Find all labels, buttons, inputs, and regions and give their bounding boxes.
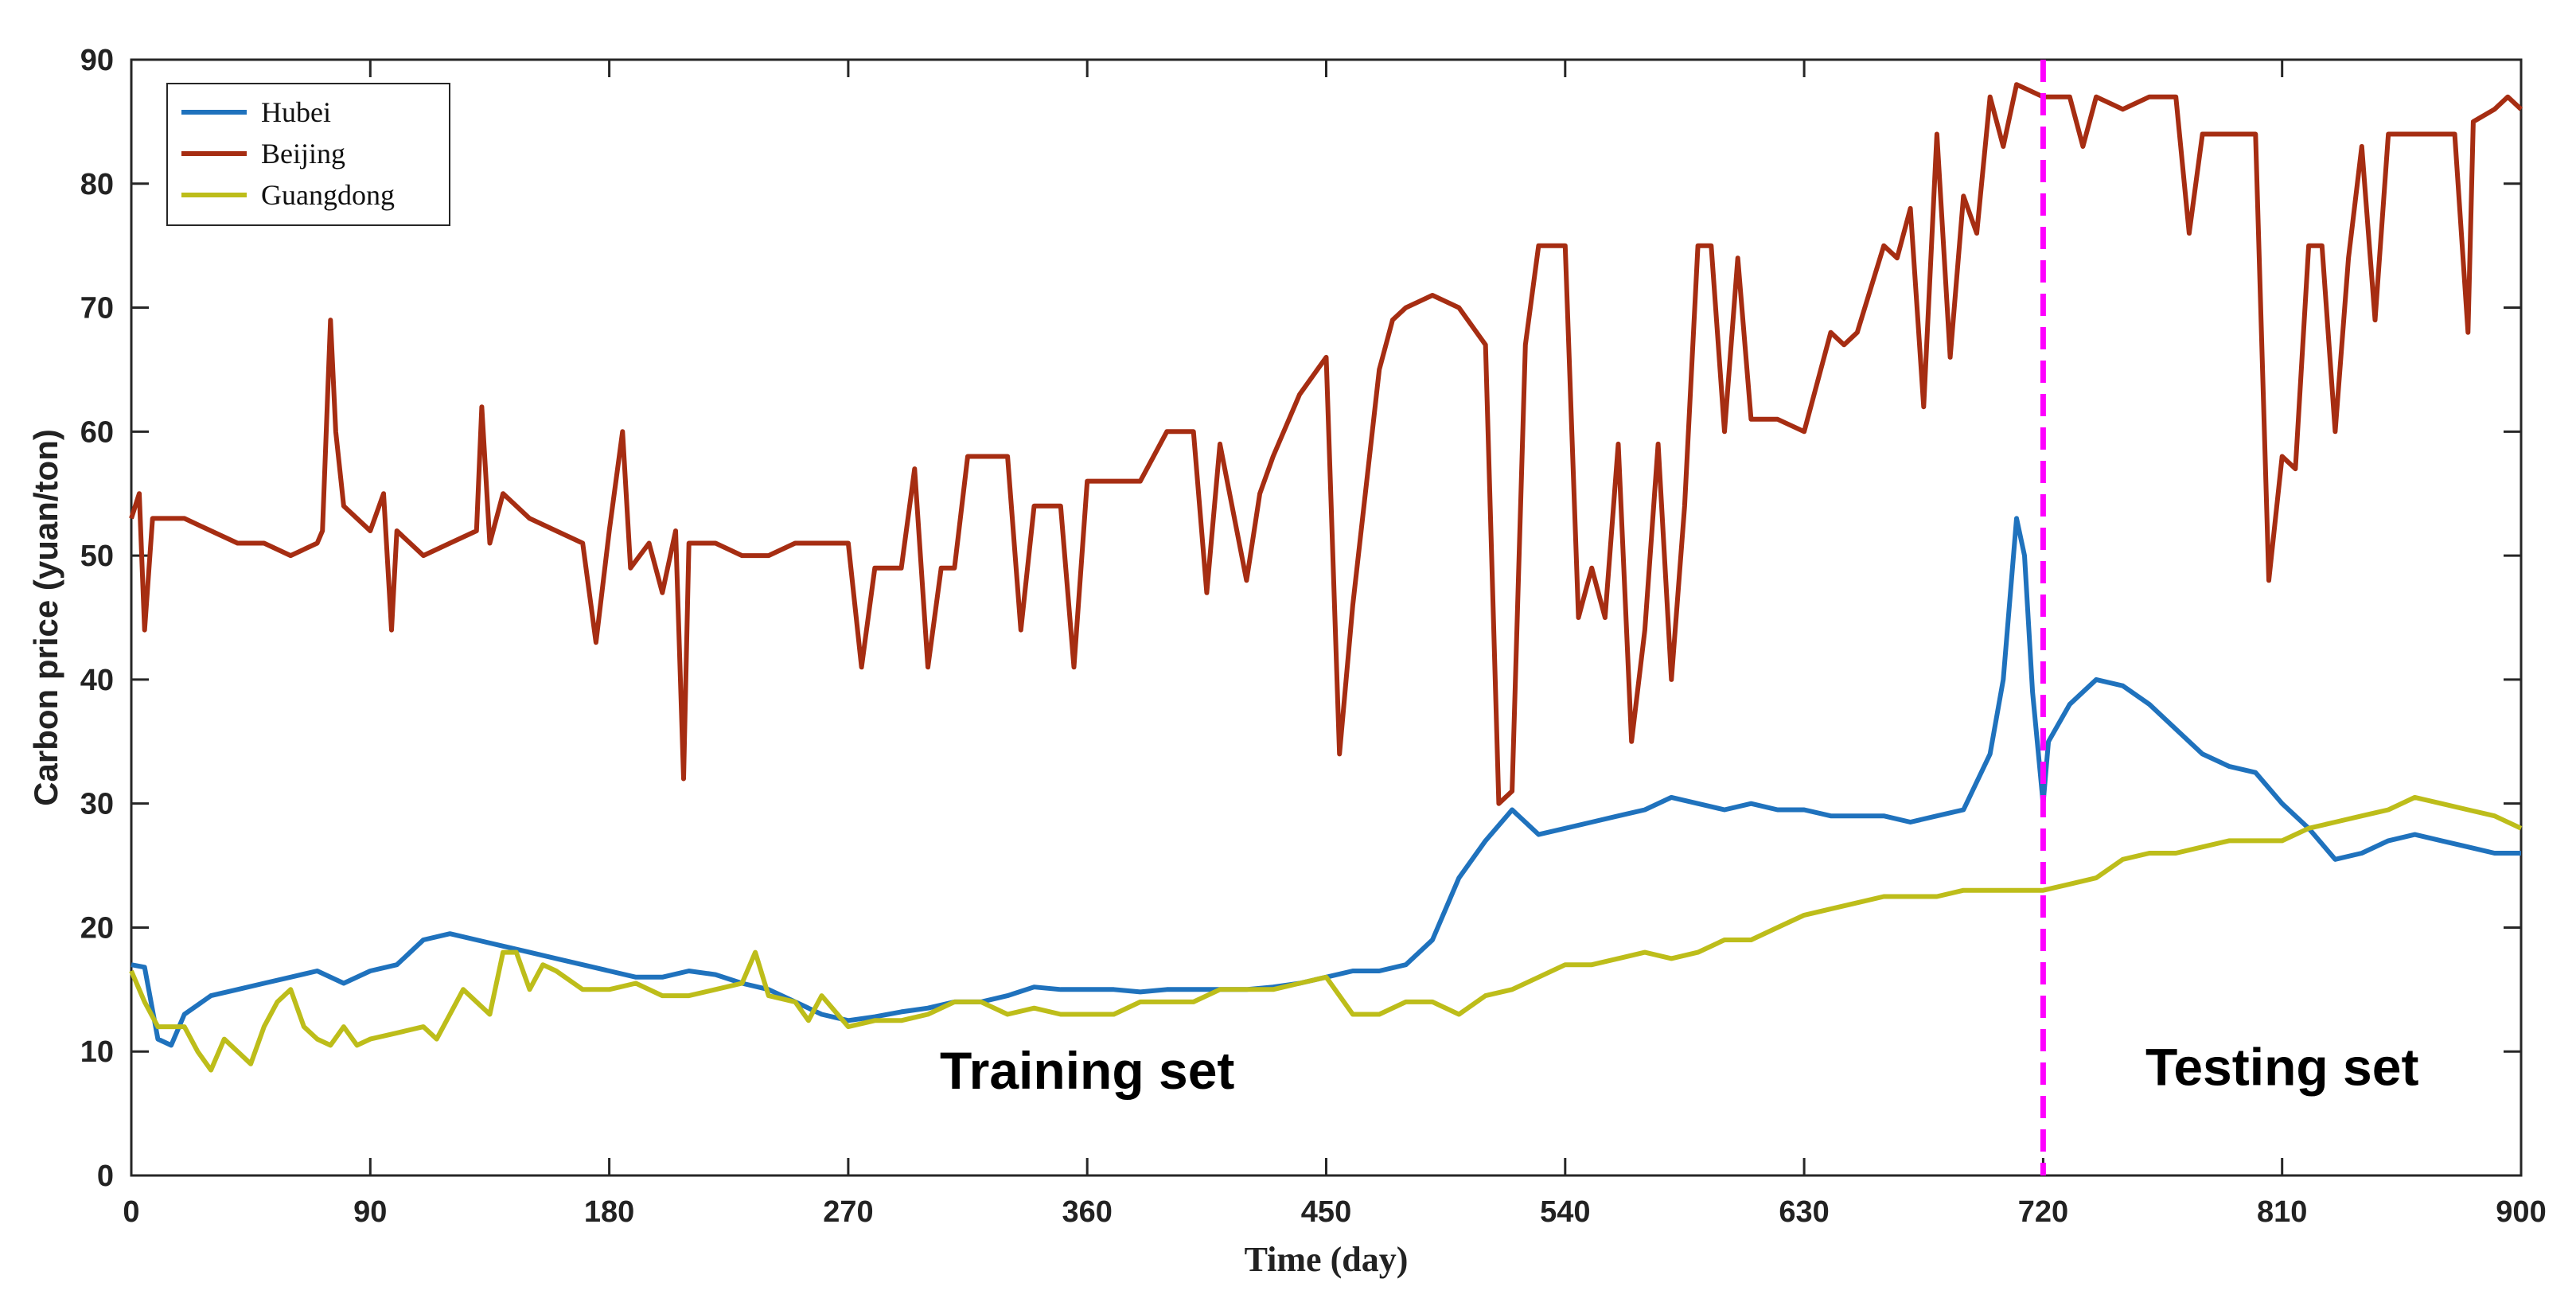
x-tick-label: 900 <box>2496 1195 2546 1229</box>
y-tick-label: 60 <box>80 415 114 449</box>
x-tick-label: 90 <box>353 1195 387 1229</box>
y-tick-label: 0 <box>97 1160 114 1193</box>
x-tick-label: 630 <box>1779 1195 1829 1229</box>
y-tick-label: 90 <box>80 44 114 77</box>
testing-set-label: Testing set <box>2145 1037 2419 1096</box>
legend-label-beijing: Beijing <box>261 138 345 170</box>
legend-label-guangdong: Guangdong <box>261 179 395 211</box>
x-tick-label: 270 <box>823 1195 873 1229</box>
y-axis: 0 10 20 30 40 50 60 70 80 90 <box>80 44 2521 1193</box>
legend-label-hubei: Hubei <box>261 96 331 128</box>
y-tick-label: 40 <box>80 664 114 697</box>
y-tick-label: 70 <box>80 292 114 326</box>
x-axis-title: Time (day) <box>1245 1240 1409 1279</box>
y-tick-label: 80 <box>80 168 114 201</box>
x-axis: 0 90 180 270 360 450 540 630 720 810 900 <box>123 60 2547 1229</box>
y-tick-label: 10 <box>80 1035 114 1069</box>
x-tick-label: 0 <box>123 1195 139 1229</box>
training-set-label: Training set <box>940 1041 1234 1100</box>
x-tick-label: 450 <box>1301 1195 1351 1229</box>
series-line-beijing <box>129 82 2523 806</box>
y-tick-label: 20 <box>80 911 114 945</box>
series-line-hubei <box>131 516 2521 1048</box>
y-axis-title: Carbon price (yuan/ton) <box>27 429 64 806</box>
x-tick-label: 180 <box>584 1195 634 1229</box>
x-tick-label: 810 <box>2257 1195 2307 1229</box>
x-tick-label: 540 <box>1540 1195 1590 1229</box>
x-tick-label: 360 <box>1062 1195 1112 1229</box>
x-tick-label: 720 <box>2018 1195 2068 1229</box>
series-line-guangdong <box>129 794 2523 1073</box>
series-layer <box>129 82 2523 1073</box>
annotations: Training set Testing set <box>940 1037 2418 1100</box>
y-tick-label: 50 <box>80 540 114 573</box>
legend: Hubei Beijing Guangdong <box>166 83 450 226</box>
y-tick-label: 30 <box>80 788 114 821</box>
